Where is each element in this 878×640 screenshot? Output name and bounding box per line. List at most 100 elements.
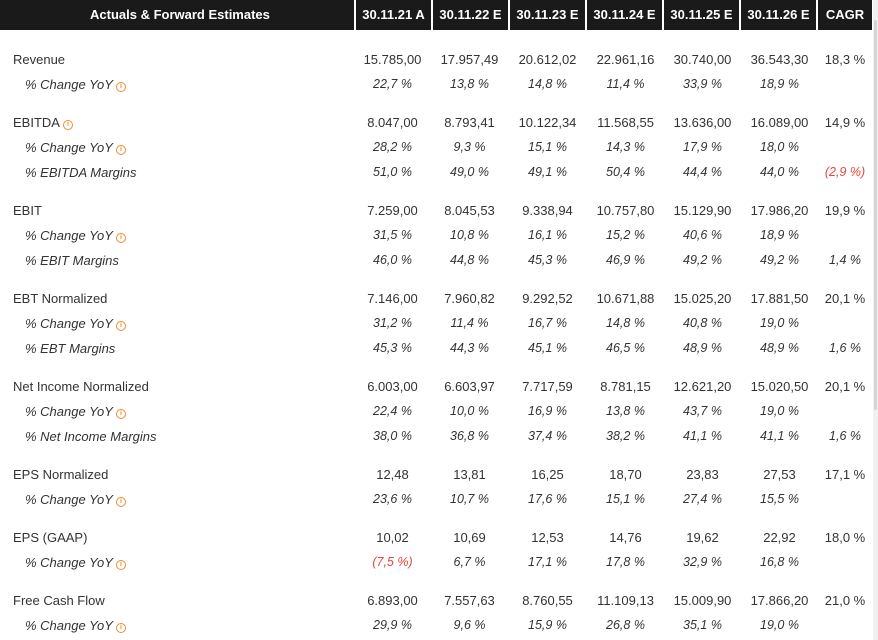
row-label-text: % Change YoY xyxy=(25,492,113,507)
value-cell: 17.866,20 xyxy=(750,593,809,608)
value-cell: 14,8 % xyxy=(528,77,567,91)
value-cell: 8.045,53 xyxy=(444,203,495,218)
row-label: Net Income Normalized xyxy=(13,374,149,399)
value-cell: 16,9 % xyxy=(528,404,567,418)
value-cell: 12.621,20 xyxy=(673,379,732,394)
info-icon[interactable]: i xyxy=(62,120,73,130)
value-cell: 14,8 % xyxy=(606,316,645,330)
value-cell: 11,4 % xyxy=(606,77,645,91)
table-row: % Change YoY i (7,5 %) 6,7 % 17,1 % 17,8 % 32,… xyxy=(0,550,872,575)
info-icon[interactable]: i xyxy=(115,497,126,507)
value-cell: 49,1 % xyxy=(528,165,567,179)
row-label-text: % Change YoY xyxy=(25,140,113,155)
table-row: EBITDA i 8.047,00 8.793,41 10.122,34 11.568,5… xyxy=(0,110,872,135)
row-label-text: % Change YoY xyxy=(25,555,113,570)
scrollbar-thumb[interactable] xyxy=(874,20,877,410)
value-cell: 33,9 % xyxy=(683,77,722,91)
value-cell: 18,9 % xyxy=(760,228,799,242)
value-cell: 19,0 % xyxy=(760,316,799,330)
value-cell: 15,2 % xyxy=(606,228,645,242)
cagr-cell: 18,0 % xyxy=(824,530,866,545)
row-label-text: EBT Normalized xyxy=(13,291,108,306)
value-cell: 28,2 % xyxy=(373,140,412,154)
table-row: EPS (GAAP) 10,02 10,69 12,53 14,76 19,62 22,92… xyxy=(0,525,872,550)
value-cell: 11.568,55 xyxy=(597,115,654,130)
info-icon[interactable]: i xyxy=(115,145,126,155)
value-cell: 12,48 xyxy=(376,467,409,482)
row-label: % Net Income Margins xyxy=(25,424,157,449)
value-cell: 19,62 xyxy=(686,530,719,545)
value-cell: 22,7 % xyxy=(373,77,412,91)
value-cell: 27,4 % xyxy=(683,492,722,506)
value-cell: 41,1 % xyxy=(760,429,799,443)
table-header: Actuals & Forward Estimates 30.11.21 A 3… xyxy=(0,0,872,30)
value-cell: 16,7 % xyxy=(528,316,567,330)
cagr-cell: 1,4 % xyxy=(829,253,861,267)
value-cell: 41,1 % xyxy=(683,429,722,443)
info-icon[interactable]: i xyxy=(115,233,126,243)
value-cell: 8.760,55 xyxy=(522,593,573,608)
value-cell: 11.109,13 xyxy=(597,593,654,608)
table-row: EPS Normalized 12,48 13,81 16,25 18,70 23,83 2… xyxy=(0,462,872,487)
value-cell: 27,53 xyxy=(763,467,796,482)
value-cell: 44,3 % xyxy=(450,341,489,355)
row-label-text: % EBIT Margins xyxy=(25,253,119,268)
value-cell: 17,6 % xyxy=(528,492,567,506)
value-cell: 15.020,50 xyxy=(750,379,809,394)
value-cell: 50,4 % xyxy=(606,165,645,179)
header-col-cagr: CAGR xyxy=(818,0,872,30)
value-cell: 17.986,20 xyxy=(750,203,809,218)
value-cell: 19,0 % xyxy=(760,404,799,418)
value-cell: (7,5 %) xyxy=(372,555,413,569)
value-cell: 35,1 % xyxy=(683,618,722,632)
table-row: Free Cash Flow 6.893,00 7.557,63 8.760,55 11… xyxy=(0,588,872,613)
value-cell: 7.259,00 xyxy=(367,203,418,218)
value-cell: 43,7 % xyxy=(683,404,722,418)
value-cell: 22.961,16 xyxy=(596,52,655,67)
value-cell: 6,7 % xyxy=(453,555,486,569)
header-col-2023: 30.11.23 E xyxy=(510,0,587,30)
info-icon[interactable]: i xyxy=(115,623,126,633)
header-title: Actuals & Forward Estimates xyxy=(0,0,356,30)
value-cell: 20.612,02 xyxy=(518,52,577,67)
value-cell: 17,1 % xyxy=(528,555,567,569)
table-row: % Change YoY i 31,5 % 10,8 % 16,1 % 15,2 % 40,… xyxy=(0,223,872,248)
value-cell: 8.781,15 xyxy=(600,379,651,394)
value-cell: 18,0 % xyxy=(760,140,799,154)
value-cell: 10,8 % xyxy=(450,228,489,242)
value-cell: 6.893,00 xyxy=(367,593,418,608)
info-icon[interactable]: i xyxy=(115,82,126,92)
table-row: % EBITDA Margins 51,0 % 49,0 % 49,1 % 50,4 %… xyxy=(0,160,872,185)
row-label-text: % Change YoY xyxy=(25,228,113,243)
value-cell: 11,4 % xyxy=(450,316,489,330)
info-icon[interactable]: i xyxy=(115,321,126,331)
value-cell: 22,4 % xyxy=(373,404,412,418)
value-cell: 19,0 % xyxy=(760,618,799,632)
value-cell: 10,69 xyxy=(453,530,486,545)
value-cell: 17,8 % xyxy=(606,555,645,569)
row-label-text: % Change YoY xyxy=(25,404,113,419)
row-label: Revenue xyxy=(13,47,65,72)
row-label-text: EBITDA xyxy=(13,115,60,130)
table-row: % Net Income Margins 38,0 % 36,8 % 37,4 % 38… xyxy=(0,424,872,449)
value-cell: 17.957,49 xyxy=(440,52,499,67)
value-cell: 46,0 % xyxy=(373,253,412,267)
info-icon[interactable]: i xyxy=(115,560,126,570)
row-label: % Change YoY i xyxy=(25,135,126,160)
table-row: % EBIT Margins 46,0 % 44,8 % 45,3 % 46,9 % 49… xyxy=(0,248,872,273)
row-label: EPS Normalized xyxy=(13,462,108,487)
row-label: % EBIT Margins xyxy=(25,248,119,273)
info-icon[interactable]: i xyxy=(115,409,126,419)
value-cell: 7.146,00 xyxy=(367,291,418,306)
value-cell: 30.740,00 xyxy=(673,52,732,67)
value-cell: 10.757,80 xyxy=(596,203,655,218)
row-label: % Change YoY i xyxy=(25,399,126,424)
cagr-cell: 18,3 % xyxy=(824,52,866,67)
cagr-cell: 21,0 % xyxy=(824,593,866,608)
value-cell: 17,9 % xyxy=(683,140,722,154)
value-cell: 8.047,00 xyxy=(367,115,418,130)
value-cell: 22,92 xyxy=(763,530,796,545)
row-label: EBIT xyxy=(13,198,42,223)
row-label: EBT Normalized xyxy=(13,286,107,311)
value-cell: 46,5 % xyxy=(606,341,645,355)
